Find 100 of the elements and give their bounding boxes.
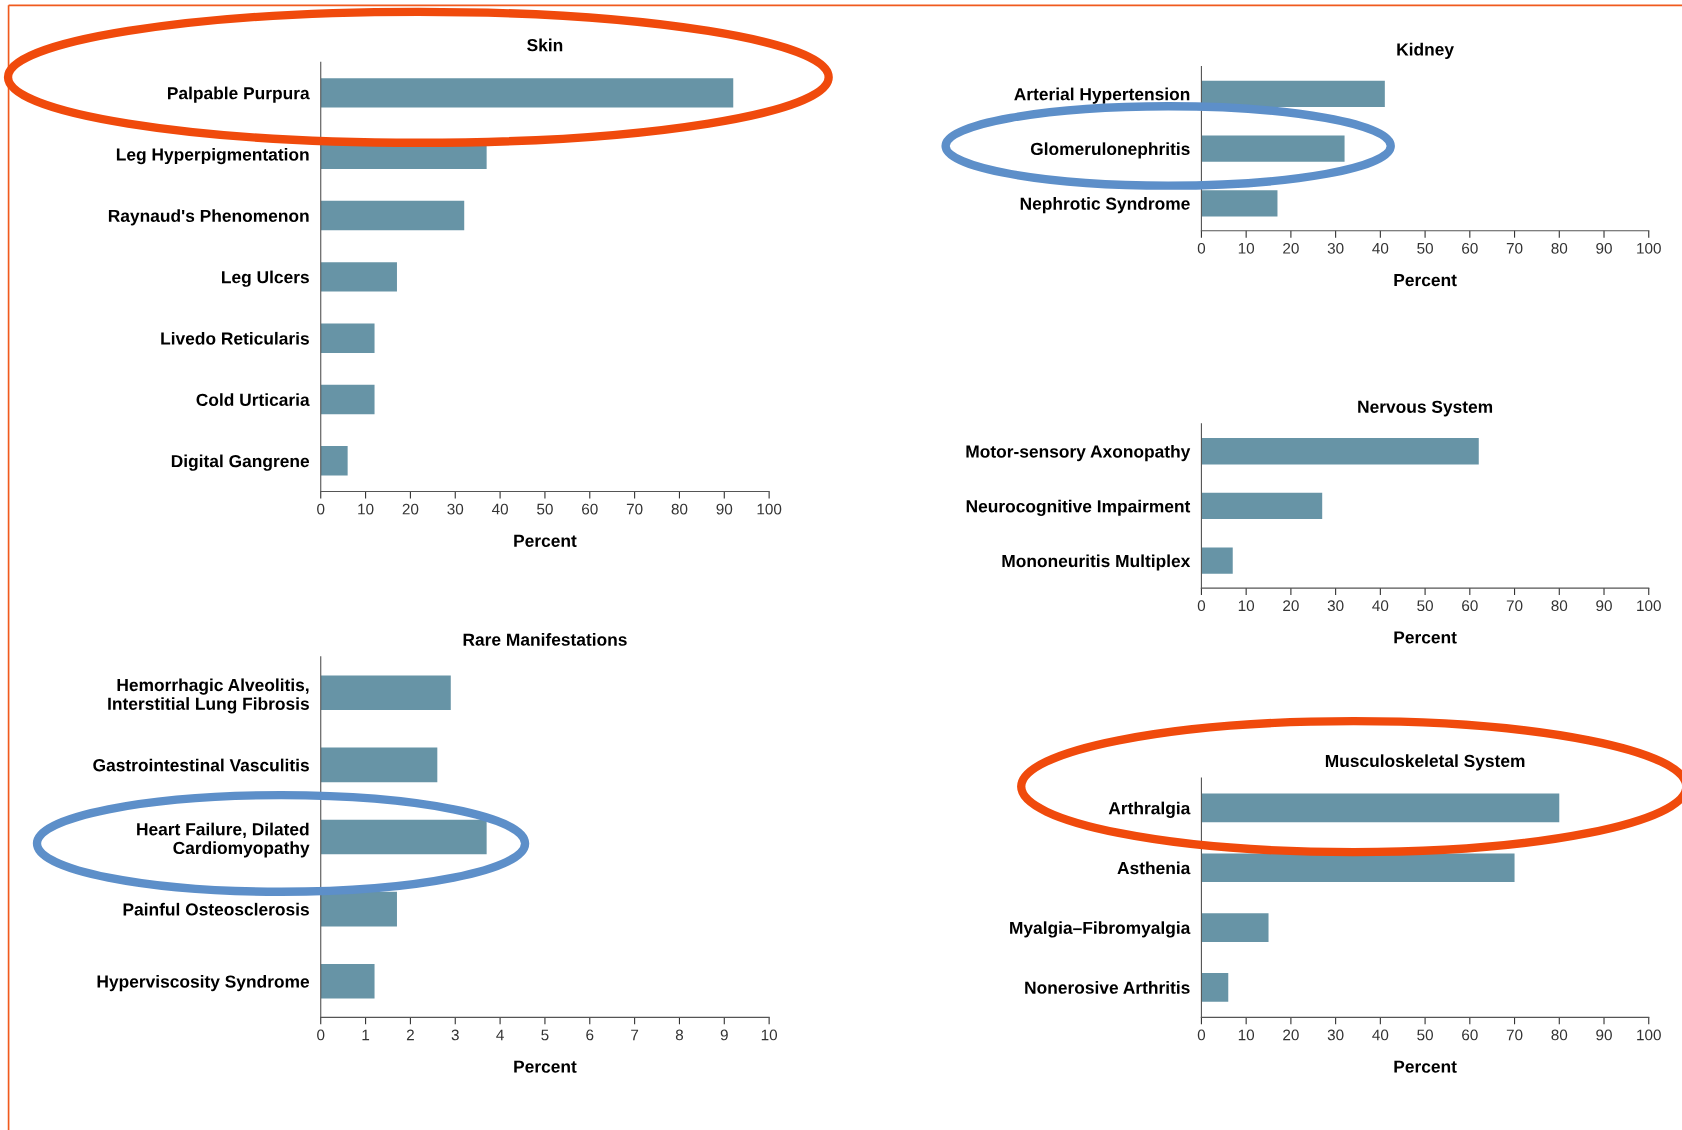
bar: [1201, 793, 1560, 823]
x-tick-label: 90: [716, 503, 733, 515]
x-tick-label: 90: [1596, 600, 1612, 612]
x-tick-label: 100: [1637, 1029, 1661, 1041]
bar: [320, 446, 348, 476]
x-tick-label: 3: [451, 1029, 459, 1041]
bar: [1201, 190, 1278, 217]
x-tick-label: 80: [671, 503, 688, 515]
x-tick-label: 0: [1197, 600, 1206, 612]
x-tick-label: 10: [358, 503, 374, 515]
x-tick-label: 70: [1506, 1029, 1523, 1041]
bar: [320, 675, 451, 711]
x-tick-label: 9: [720, 1029, 728, 1041]
x-axis-title: Percent: [514, 534, 577, 547]
x-tick-label: 100: [1637, 600, 1661, 612]
x-axis-title: Percent: [1394, 631, 1457, 644]
x-tick-label: 0: [317, 503, 325, 515]
y-tick-label: Hemorrhagic Alveolitis, Interstitial Lung Fibrosis: [108, 678, 309, 714]
y-tick-label: Motor-sensory Axonopathy: [966, 444, 1191, 462]
x-tick-label: 50: [1417, 1029, 1433, 1041]
y-tick-label: Arthralgia: [1108, 801, 1191, 818]
y-tick-label: Heart Failure, Dilated Cardiomyopathy: [137, 822, 310, 858]
x-tick-label: 4: [496, 1029, 504, 1041]
y-tick-label: Hyperviscosity Syndrome: [97, 974, 310, 992]
chart-title: Skin: [527, 38, 563, 52]
x-axis-title: Percent: [514, 1060, 577, 1073]
x-tick-label: 2: [406, 1029, 414, 1041]
y-tick-label: Nephrotic Syndrome: [1020, 197, 1190, 214]
bar: [1201, 492, 1323, 520]
x-axis-title: Percent: [1394, 1060, 1457, 1073]
y-tick-label: Asthenia: [1117, 861, 1191, 875]
x-tick-label: 40: [1372, 600, 1389, 612]
x-tick-label: 80: [1551, 242, 1568, 254]
x-tick-label: 10: [1238, 1029, 1255, 1041]
x-tick-label: 50: [1417, 600, 1433, 612]
y-tick-label: Painful Osteosclerosis: [123, 902, 309, 916]
chart-title: Nervous System: [1358, 400, 1493, 417]
bar: [1201, 135, 1345, 162]
y-tick-label: Leg Ulcers: [222, 270, 309, 287]
x-tick-label: 60: [1462, 1029, 1478, 1041]
x-tick-label: 30: [1327, 1029, 1344, 1041]
y-tick-label: Livedo Reticularis: [161, 331, 309, 345]
y-tick-label: Myalgia–Fibromyalgia: [1010, 921, 1191, 938]
bar: [320, 323, 375, 353]
bar: [1201, 913, 1269, 942]
x-tick-label: 70: [626, 503, 643, 515]
x-tick-label: 100: [757, 503, 782, 515]
y-tick-label: Cold Urticaria: [196, 393, 310, 406]
bar: [320, 747, 438, 783]
x-tick-label: 40: [491, 503, 508, 515]
bar: [320, 384, 375, 415]
bar: [1201, 80, 1385, 108]
x-tick-label: 20: [1283, 242, 1299, 254]
x-tick-label: 40: [1372, 1029, 1389, 1041]
x-tick-label: 70: [1506, 600, 1523, 612]
x-tick-label: 70: [1506, 242, 1523, 254]
x-tick-label: 1: [362, 1029, 370, 1041]
x-tick-label: 30: [447, 503, 464, 515]
x-tick-label: 40: [1372, 242, 1389, 254]
y-tick-label: Mononeuritis Multiplex: [1002, 554, 1191, 571]
x-tick-label: 6: [586, 1029, 594, 1041]
x-tick-label: 10: [1238, 242, 1255, 254]
y-tick-label: Arterial Hypertension: [1014, 87, 1190, 104]
bar: [320, 891, 397, 927]
x-axis-title: Percent: [1394, 274, 1457, 287]
chart-title: Musculoskeletal System: [1325, 754, 1525, 771]
x-tick-label: 7: [631, 1029, 639, 1041]
bar: [320, 262, 397, 292]
y-tick-label: Glomerulonephritis: [1030, 142, 1190, 159]
bar: [320, 819, 487, 855]
x-tick-label: 60: [1462, 600, 1478, 612]
x-tick-label: 20: [402, 503, 419, 515]
x-tick-label: 20: [1283, 600, 1299, 612]
x-tick-label: 80: [1551, 1029, 1568, 1041]
chart-title: Rare Manifestations: [463, 633, 627, 646]
y-tick-label: Nonerosive Arthritis: [1025, 981, 1190, 994]
y-tick-label: Neurocognitive Impairment: [966, 499, 1191, 516]
x-tick-label: 50: [537, 503, 553, 515]
bar: [1201, 853, 1515, 883]
x-tick-label: 90: [1596, 1029, 1612, 1041]
x-tick-label: 50: [1417, 242, 1433, 254]
x-tick-label: 0: [317, 1029, 325, 1041]
x-tick-label: 60: [1462, 242, 1478, 254]
x-tick-label: 20: [1283, 1029, 1299, 1041]
x-tick-label: 10: [761, 1029, 778, 1041]
bar: [1201, 973, 1229, 1002]
x-tick-label: 30: [1327, 242, 1344, 254]
x-tick-label: 0: [1197, 242, 1206, 254]
x-tick-label: 5: [541, 1029, 549, 1041]
x-tick-label: 80: [1551, 600, 1568, 612]
x-tick-label: 10: [1238, 600, 1255, 612]
bar: [1201, 438, 1479, 465]
bar: [1201, 547, 1233, 574]
bar: [320, 200, 465, 231]
bar: [320, 78, 734, 108]
x-tick-label: 8: [675, 1029, 684, 1041]
x-tick-label: 100: [1637, 242, 1661, 254]
y-tick-label: Gastrointestinal Vasculitis: [93, 758, 309, 772]
y-tick-label: Leg Hyperpigmentation: [116, 147, 309, 165]
y-tick-label: Palpable Purpura: [168, 86, 310, 103]
